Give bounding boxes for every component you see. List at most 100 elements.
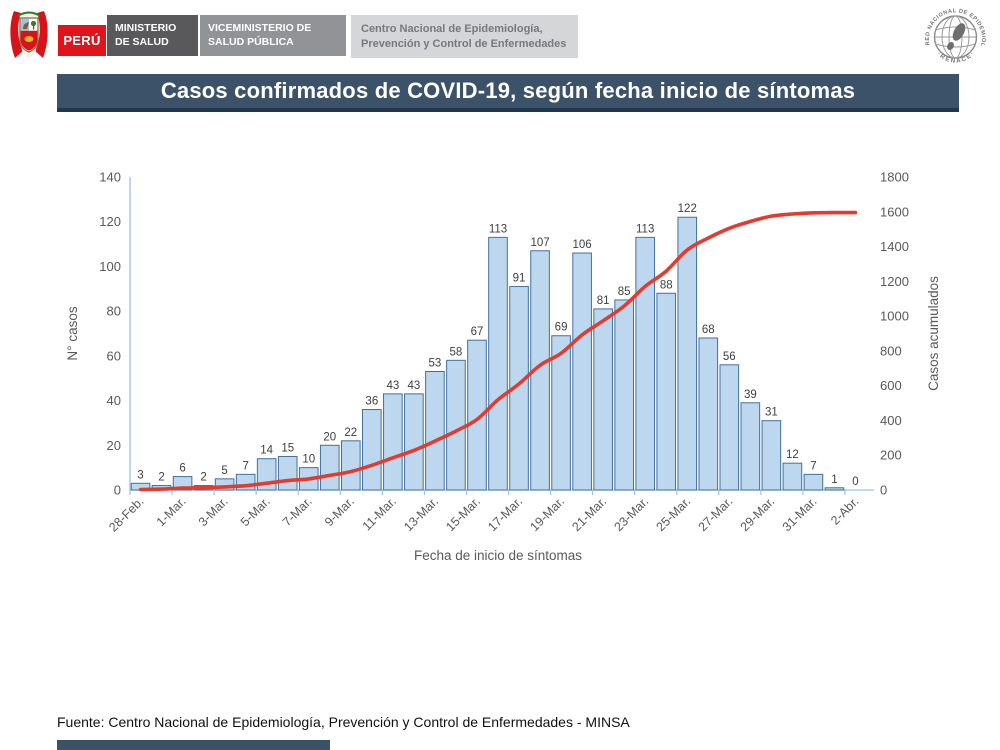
bar [509, 286, 529, 491]
bar-data-label: 0 [852, 476, 858, 488]
x-axis-tick-label: 1-Mar. [154, 494, 189, 529]
x-axis-tick-label: 27-Mar. [696, 494, 736, 534]
renace-logo-icon: RED NACIONAL DE EPIDEMIOLOGÍA · R E N A … [913, 4, 986, 65]
bar [803, 473, 824, 491]
bar-data-label: 56 [723, 351, 736, 363]
y2-axis-tick-label: 1800 [880, 170, 909, 185]
bar [446, 359, 466, 491]
viceministry-line2: SALUD PÚBLICA [208, 35, 294, 48]
y2-axis-tick-label: 400 [880, 413, 902, 428]
y-axis-tick-label: 120 [99, 214, 121, 229]
bar [677, 216, 698, 491]
bar [362, 409, 382, 491]
x-axis-tick-label: 3-Mar. [196, 494, 231, 529]
x-axis-tick-label: 25-Mar. [654, 494, 694, 534]
bar-data-label: 53 [429, 358, 442, 370]
bar-data-label: 113 [489, 223, 507, 235]
bar-data-label: 88 [660, 279, 673, 291]
x-axis-tick-label: 9-Mar. [322, 494, 357, 529]
bar [614, 299, 634, 491]
bar [551, 335, 571, 491]
x-axis-title: Fecha de inicio de síntomas [414, 548, 582, 563]
bar-data-label: 58 [450, 346, 463, 358]
y2-axis-tick-label: 1400 [880, 239, 909, 254]
bar-data-label: 43 [386, 380, 399, 392]
bar [572, 252, 592, 491]
cdc-block: Centro Nacional de Epidemiología, Preven… [351, 15, 578, 58]
bar [319, 444, 340, 491]
bar-data-label: 67 [471, 326, 484, 338]
peru-label: PERÚ [63, 33, 101, 48]
bar-data-label: 69 [555, 322, 568, 334]
bar [404, 393, 424, 491]
bar [761, 420, 782, 491]
bar-data-label: 43 [407, 380, 420, 392]
bar-data-label: 2 [158, 472, 164, 484]
y-axis-tick-label: 60 [107, 348, 121, 363]
y-axis-tick-label: 20 [107, 438, 121, 453]
bar-data-label: 14 [260, 445, 273, 457]
bar-data-label: 107 [530, 237, 549, 249]
bar-data-label: 3 [137, 469, 143, 481]
y2-axis-tick-label: 1200 [880, 274, 909, 289]
bar [593, 308, 613, 491]
bar [530, 250, 550, 491]
y-axis-title: N° casos [65, 306, 80, 360]
bar [656, 292, 677, 491]
ministry-line2: DE SALUD [115, 35, 169, 48]
bar-data-label: 36 [365, 396, 378, 408]
x-axis-tick-label: 5-Mar. [238, 494, 273, 529]
x-axis-tick-label: 15-Mar. [443, 494, 483, 534]
cdc-line1: Centro Nacional de Epidemiología, [361, 22, 543, 35]
bar-data-label: 20 [323, 431, 336, 443]
bar-data-label: 7 [242, 460, 248, 472]
x-axis-tick-label: 13-Mar. [401, 494, 441, 534]
cumulative-line [138, 210, 858, 492]
bar [719, 364, 740, 491]
bar-data-label: 68 [702, 324, 715, 336]
bar-data-label: 122 [678, 203, 697, 215]
bar-data-label: 91 [513, 273, 526, 285]
peru-coat-of-arms-icon [10, 11, 48, 58]
bar-data-label: 15 [281, 442, 294, 454]
y2-axis-tick-label: 1000 [880, 309, 909, 324]
bar-data-label: 22 [344, 427, 357, 439]
bar-data-label: 39 [744, 389, 757, 401]
y-axis-tick-label: 100 [99, 259, 121, 274]
bar [425, 371, 445, 491]
page-title: Casos confirmados de COVID-19, según fec… [160, 78, 856, 103]
bar-data-label: 113 [636, 223, 654, 235]
y2-axis-tick-label: 1600 [880, 204, 909, 219]
bar [340, 440, 361, 491]
bar-data-label: 12 [786, 449, 799, 461]
bar [214, 478, 235, 491]
title-band: Casos confirmados de COVID-19, según fec… [57, 74, 959, 112]
x-axis-tick-label: 28-Feb. [106, 494, 146, 534]
ministry-line1: MINISTERIO [115, 21, 177, 34]
x-axis-tick-label: 21-Mar. [569, 494, 609, 534]
bar [698, 337, 719, 491]
x-axis-tick-label: 23-Mar. [611, 494, 651, 534]
bar-data-label: 85 [618, 286, 631, 298]
bar [824, 487, 845, 491]
bar-data-label: 81 [597, 295, 610, 307]
x-axis-tick-label: 29-Mar. [738, 494, 778, 534]
footer-accent-bar [57, 740, 330, 750]
y-axis-tick-label: 80 [107, 304, 121, 319]
y2-axis-tick-label: 600 [880, 378, 902, 393]
y-axis-tick-label: 40 [107, 393, 121, 408]
covid-cases-chart: 0204060801001201400200400600800100012001… [65, 170, 941, 564]
bar-data-label: 106 [573, 239, 592, 251]
bar-data-label: 6 [179, 463, 185, 475]
y2-axis-tick-label: 200 [880, 448, 902, 463]
y2-axis-tick-label: 0 [880, 483, 887, 498]
peru-label-block: PERÚ [58, 25, 106, 56]
bar [635, 236, 656, 491]
viceministry-line1: VICEMINISTERIO DE [208, 21, 312, 34]
cdc-line2: Prevención y Control de Enfermedades [361, 37, 567, 50]
bar-data-label: 7 [810, 460, 816, 472]
x-axis-tick-label: 17-Mar. [485, 494, 525, 534]
source-text: Fuente: Centro Nacional de Epidemiología… [57, 714, 630, 730]
bar-data-label: 5 [221, 465, 227, 477]
